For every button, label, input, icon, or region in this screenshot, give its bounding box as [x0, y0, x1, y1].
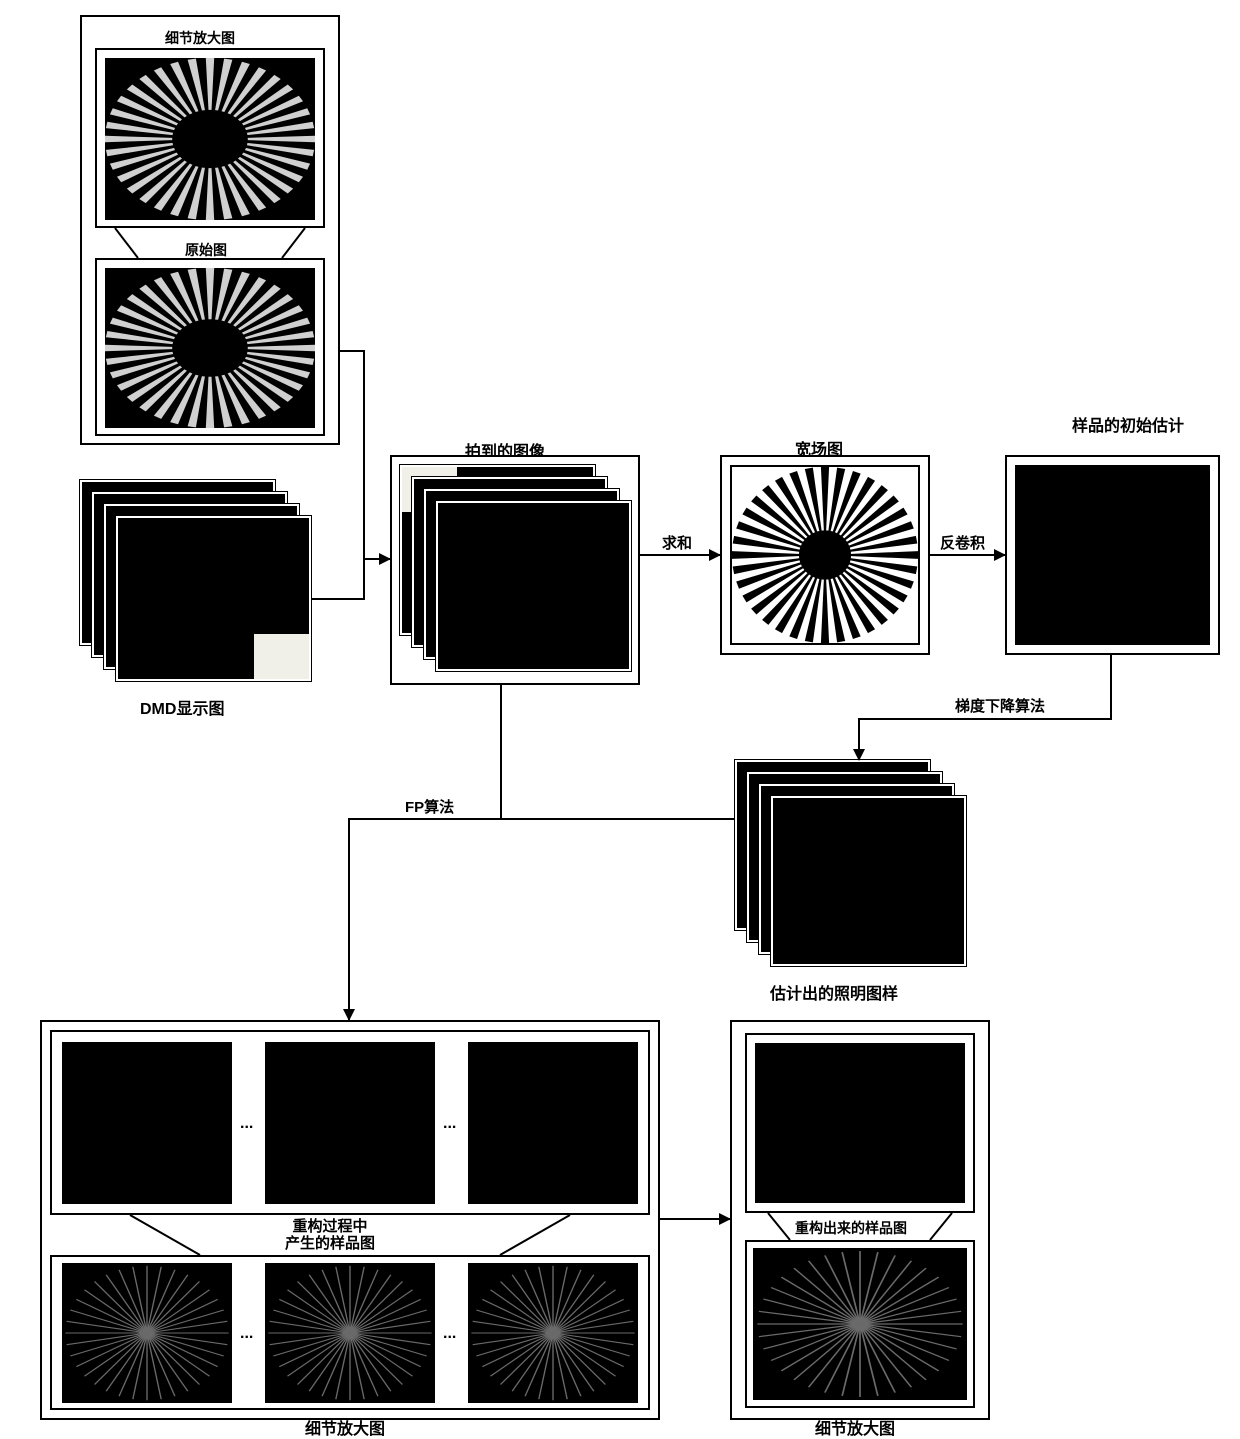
edge-topL-h2	[363, 558, 390, 560]
edge-init-h	[858, 718, 1112, 720]
label-reconstructed-detail: 细节放大图	[815, 1415, 895, 1439]
initial-est-img	[1015, 465, 1210, 645]
edge-init-v	[1110, 655, 1112, 720]
edge-fp-h	[348, 818, 502, 820]
trapezoid-bottom-right	[0, 0, 1000, 1300]
edge-dmd-v	[363, 560, 365, 600]
label-deconv: 反卷积	[940, 532, 985, 553]
edge-topL-v	[363, 350, 365, 560]
row2-dots-2: ...	[443, 1325, 456, 1343]
row2-dots-1: ...	[240, 1325, 253, 1343]
edge-captured-wide	[640, 554, 720, 556]
edge-init-v2	[858, 718, 860, 760]
label-row2: 细节放大图	[305, 1415, 385, 1439]
label-gradient: 梯度下降算法	[955, 695, 1045, 716]
edge-topL-h1	[340, 350, 365, 352]
edge-bottom	[660, 1218, 730, 1220]
edge-fp-v	[348, 818, 350, 1020]
label-initial-est: 样品的初始估计	[1048, 418, 1208, 436]
edge-wide-init	[930, 554, 1005, 556]
edge-cap-v	[500, 685, 502, 820]
edge-dmd-h1	[311, 598, 365, 600]
reconstructed-detail-img	[753, 1248, 967, 1400]
edge-cap-h	[500, 818, 735, 820]
label-fp: FP算法	[405, 796, 454, 817]
label-sum: 求和	[662, 532, 692, 553]
